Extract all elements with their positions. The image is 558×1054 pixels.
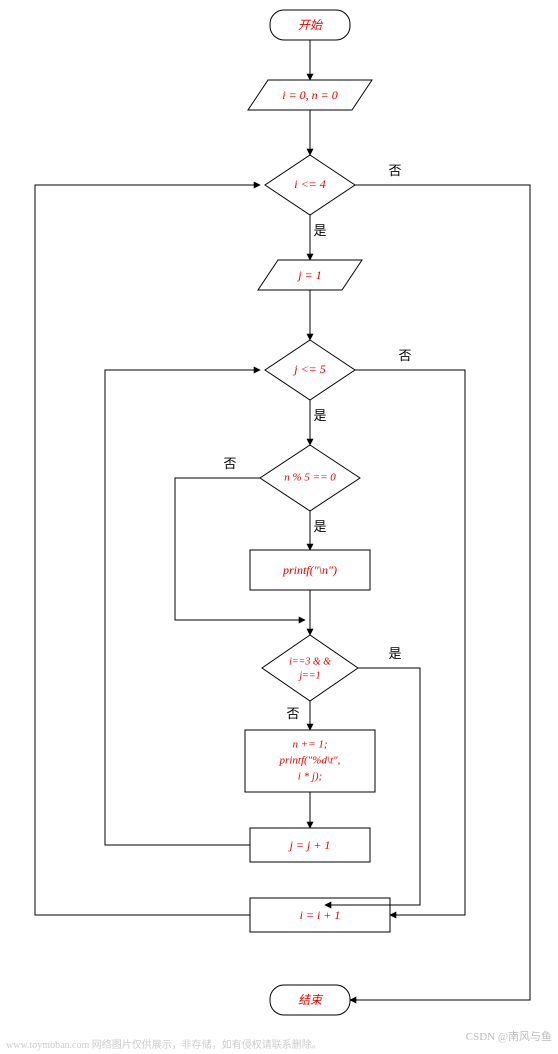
cond-n5-label: n % 5 == 0 xyxy=(284,472,336,484)
cond-i-label: i <= 4 xyxy=(294,177,326,191)
edge-incj-loopback xyxy=(105,370,260,845)
edge-condn5-skip xyxy=(175,478,305,620)
block-line2: printf("%d\t", xyxy=(279,755,341,767)
start-label: 开始 xyxy=(298,18,323,32)
cond-j-yes: 是 xyxy=(313,408,326,423)
cond-ij-node xyxy=(262,635,358,701)
cond-n5-yes: 是 xyxy=(313,519,326,534)
cond-ij-yes: 是 xyxy=(388,646,401,661)
flowchart: 开始 i = 0, n = 0 i <= 4 是 否 j = 1 j <= 5 … xyxy=(0,0,558,1054)
inci-label: i = i + 1 xyxy=(300,908,341,922)
cond-i-yes: 是 xyxy=(313,223,326,238)
watermark-right: CSDN @南风与鱼 xyxy=(466,1029,552,1043)
cond-ij-line2: j==1 xyxy=(297,670,320,681)
block-line1: n += 1; xyxy=(292,739,327,751)
watermark-left: www.toymoban.com 网络图片仅供展示，非存储，如有侵权请联系删除。 xyxy=(6,1038,322,1051)
print-nl-label: printf("\n") xyxy=(282,563,337,577)
cond-ij-line1: i==3 & & xyxy=(289,656,331,667)
init-label: i = 0, n = 0 xyxy=(282,88,338,102)
incj-label: j = j + 1 xyxy=(288,838,331,852)
edge-condj-inci xyxy=(355,370,465,915)
cond-i-no: 否 xyxy=(388,163,401,178)
cond-ij-no: 否 xyxy=(286,706,299,721)
edge-inci-loopback xyxy=(35,185,260,915)
cond-j-label: j <= 5 xyxy=(292,362,326,376)
end-label: 结束 xyxy=(298,993,324,1007)
edge-condi-end xyxy=(350,185,530,1000)
cond-n5-no: 否 xyxy=(223,456,236,471)
cond-j-no: 否 xyxy=(398,348,411,363)
setj-label: j = 1 xyxy=(296,268,321,282)
block-line3: i * j); xyxy=(298,771,322,783)
edge-condij-inci xyxy=(325,668,420,905)
